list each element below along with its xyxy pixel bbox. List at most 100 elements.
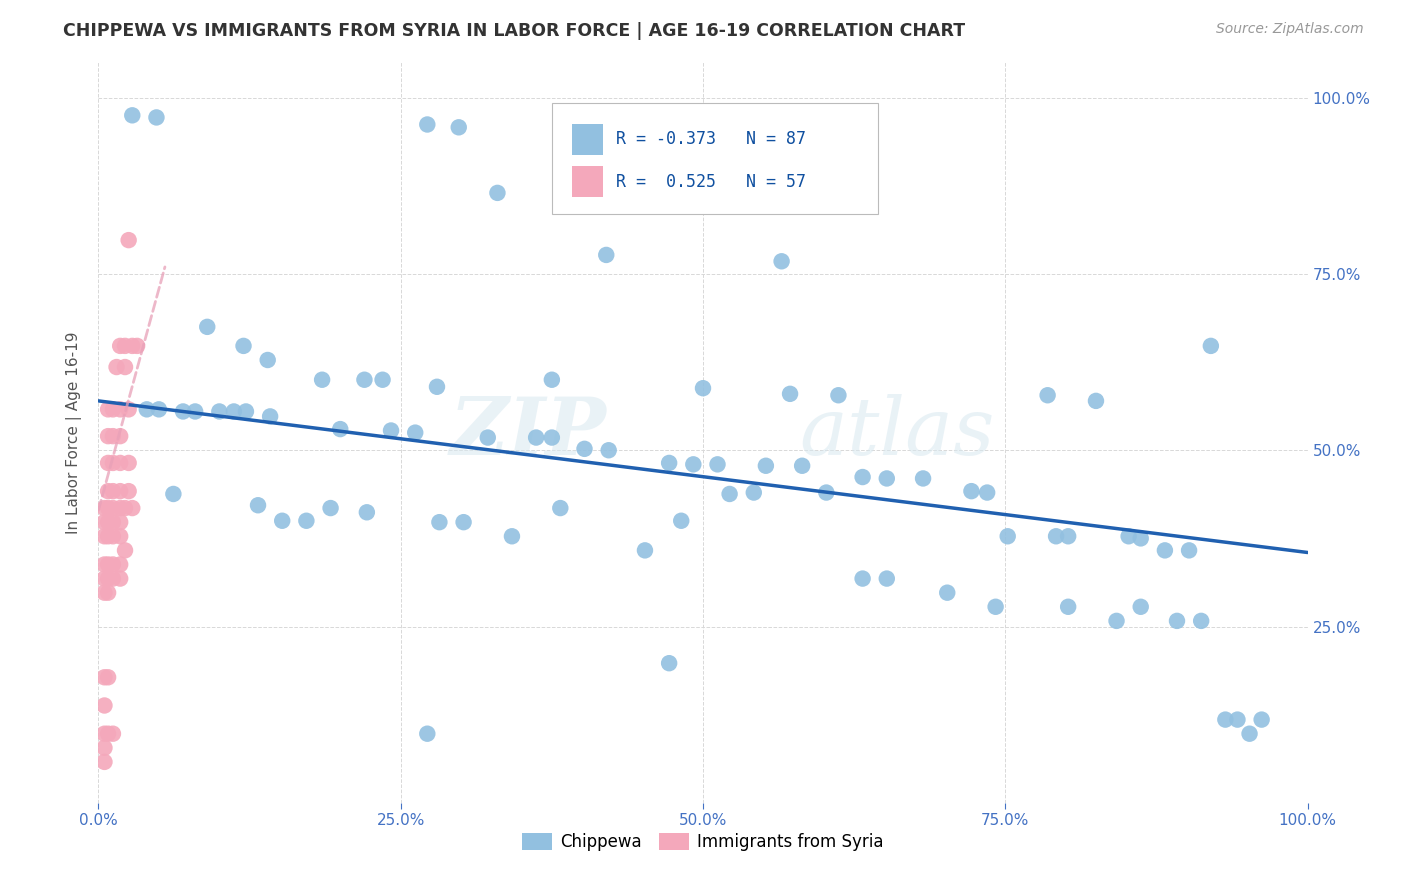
Point xyxy=(247,498,270,512)
Point xyxy=(550,501,572,516)
Point xyxy=(692,381,714,395)
Point xyxy=(540,373,562,387)
Point xyxy=(501,529,523,543)
Point xyxy=(574,442,596,456)
Point xyxy=(108,572,131,586)
Point xyxy=(271,514,294,528)
Point xyxy=(1045,529,1067,543)
Point xyxy=(93,515,115,529)
Point xyxy=(540,431,562,445)
Point xyxy=(101,402,124,417)
Point xyxy=(148,402,170,417)
Point xyxy=(815,485,838,500)
Point xyxy=(222,404,245,418)
Point xyxy=(101,429,124,443)
Point xyxy=(108,529,131,543)
Point xyxy=(447,120,470,135)
Point xyxy=(97,585,120,599)
Point xyxy=(380,424,402,438)
Point xyxy=(416,727,439,741)
Point xyxy=(101,558,124,572)
Point xyxy=(105,359,128,374)
Point xyxy=(114,543,136,558)
Point xyxy=(595,248,617,262)
Point xyxy=(97,402,120,417)
Point xyxy=(93,501,115,516)
Point xyxy=(93,572,115,586)
Point xyxy=(682,458,704,472)
Point xyxy=(101,484,124,499)
Point xyxy=(101,456,124,470)
Point xyxy=(108,484,131,499)
Point xyxy=(1250,713,1272,727)
Point xyxy=(93,698,115,713)
Point xyxy=(634,543,657,558)
Point xyxy=(477,431,499,445)
Point xyxy=(118,456,141,470)
Point xyxy=(997,529,1019,543)
Point xyxy=(658,656,681,670)
Point xyxy=(97,515,120,529)
Point xyxy=(97,484,120,499)
Text: Source: ZipAtlas.com: Source: ZipAtlas.com xyxy=(1216,22,1364,37)
Point xyxy=(976,485,998,500)
Point xyxy=(114,501,136,516)
Point xyxy=(742,485,765,500)
Point xyxy=(97,429,120,443)
Y-axis label: In Labor Force | Age 16-19: In Labor Force | Age 16-19 xyxy=(66,331,83,534)
Point xyxy=(127,339,149,353)
Point xyxy=(114,339,136,353)
Point xyxy=(1085,393,1108,408)
Point xyxy=(876,572,898,586)
Point xyxy=(792,458,814,473)
Point xyxy=(1036,388,1059,402)
Point xyxy=(1118,529,1140,543)
Point xyxy=(121,339,143,353)
Point xyxy=(426,380,449,394)
Point xyxy=(1057,529,1080,543)
Point xyxy=(256,353,278,368)
Point xyxy=(598,443,620,458)
Point xyxy=(779,387,801,401)
Point xyxy=(876,471,898,485)
Point xyxy=(827,388,849,402)
Point xyxy=(295,514,318,528)
Point xyxy=(259,409,281,424)
Point xyxy=(371,373,394,387)
Point xyxy=(93,740,115,755)
Point xyxy=(93,755,115,769)
Point xyxy=(453,515,475,529)
FancyBboxPatch shape xyxy=(572,166,603,197)
FancyBboxPatch shape xyxy=(572,124,603,155)
Point xyxy=(486,186,509,200)
Point xyxy=(524,431,547,445)
Point xyxy=(984,599,1007,614)
Text: ZIP: ZIP xyxy=(450,394,606,471)
Point xyxy=(93,727,115,741)
Text: R =  0.525   N = 57: R = 0.525 N = 57 xyxy=(616,173,806,191)
Point xyxy=(671,514,693,528)
Point xyxy=(118,484,141,499)
Point xyxy=(108,515,131,529)
Point xyxy=(97,456,120,470)
Point xyxy=(108,456,131,470)
Point xyxy=(121,501,143,516)
Legend: Chippewa, Immigrants from Syria: Chippewa, Immigrants from Syria xyxy=(516,826,890,857)
Point xyxy=(718,487,741,501)
Point xyxy=(329,422,352,436)
Point xyxy=(121,108,143,122)
Point xyxy=(101,572,124,586)
Point xyxy=(108,501,131,516)
Point xyxy=(1215,713,1237,727)
Point xyxy=(1154,543,1177,558)
Point xyxy=(145,111,167,125)
Text: CHIPPEWA VS IMMIGRANTS FROM SYRIA IN LABOR FORCE | AGE 16-19 CORRELATION CHART: CHIPPEWA VS IMMIGRANTS FROM SYRIA IN LAB… xyxy=(63,22,966,40)
Point xyxy=(311,373,333,387)
Point xyxy=(1057,599,1080,614)
Point xyxy=(1129,532,1152,546)
Point xyxy=(936,585,959,599)
Point xyxy=(97,529,120,543)
Point xyxy=(404,425,426,440)
Point xyxy=(706,458,728,472)
Point xyxy=(416,118,439,132)
